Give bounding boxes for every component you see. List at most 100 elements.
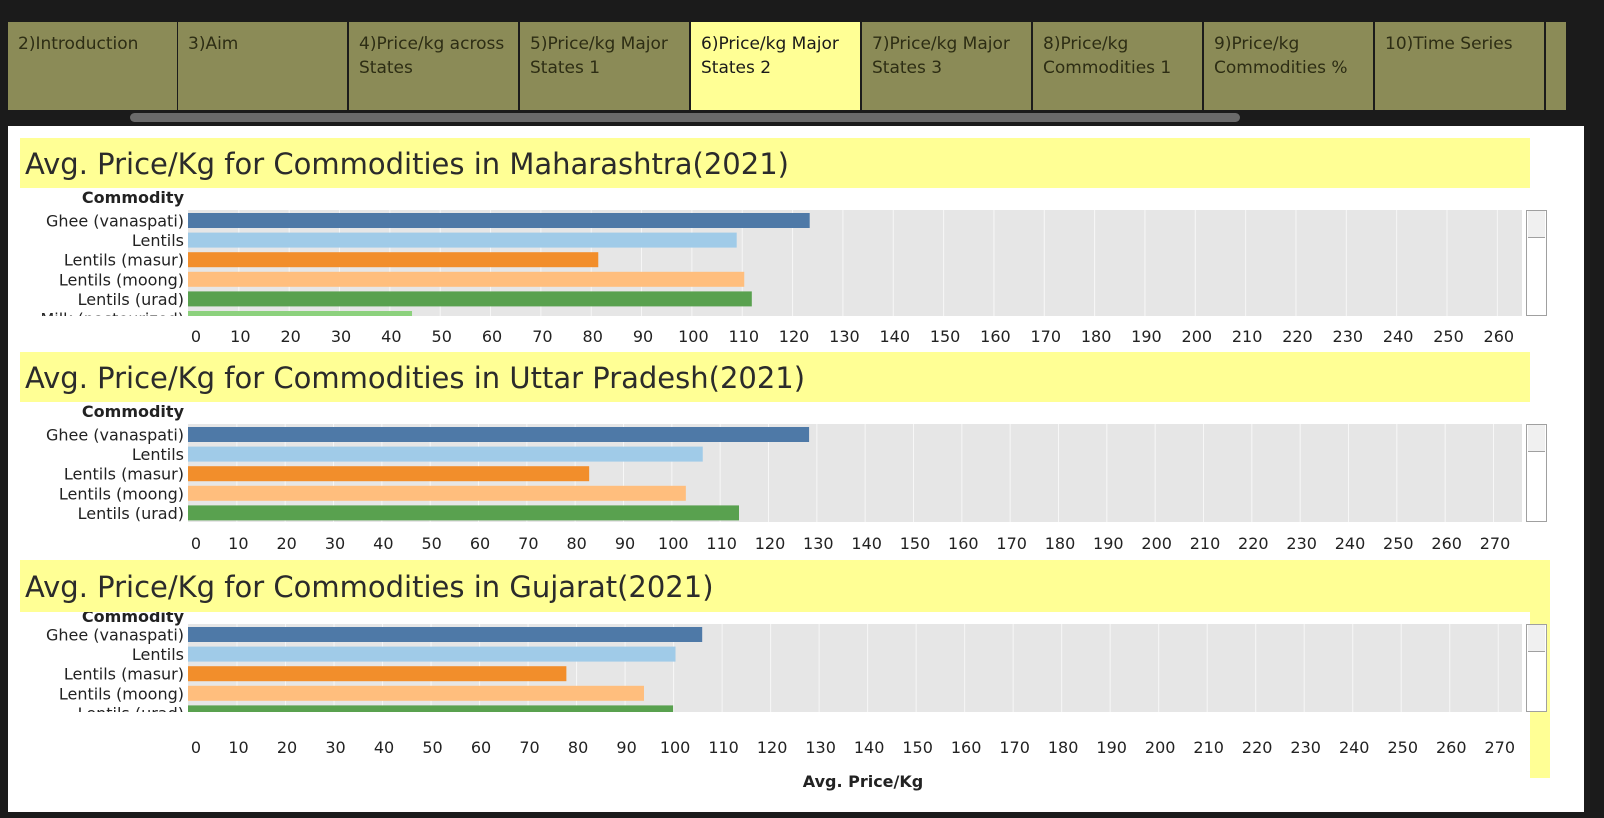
category-label: Lentils: [132, 645, 184, 664]
x-tick-label: 50: [421, 534, 441, 553]
x-tick-label: 0: [191, 738, 201, 757]
x-tick-label: 70: [532, 327, 552, 346]
chart-2-vertical-scrollbar[interactable]: [1526, 424, 1547, 522]
x-tick-label: 70: [519, 738, 539, 757]
x-tick-label: 90: [615, 534, 635, 553]
x-tick-label: 140: [851, 534, 882, 553]
x-tick-label: 10: [228, 534, 248, 553]
x-tick-label: 110: [708, 738, 739, 757]
chart-3-vertical-scrollbar[interactable]: [1526, 624, 1547, 712]
x-tick-label: 20: [280, 327, 300, 346]
bar[interactable]: [188, 311, 413, 326]
x-tick-label: 20: [277, 738, 297, 757]
x-tick-label: 140: [854, 738, 885, 757]
x-tick-label: 30: [325, 534, 345, 553]
bar[interactable]: [188, 505, 739, 521]
category-label: Milk (pasteurized): [40, 310, 184, 329]
bar[interactable]: [188, 485, 686, 501]
x-tick-label: 100: [658, 534, 689, 553]
bar[interactable]: [188, 685, 644, 701]
x-tick-label: 40: [381, 327, 401, 346]
category-label: Lentils (masur): [64, 665, 184, 684]
category-label: Lentils (urad): [78, 704, 184, 723]
tab-overflow-edge[interactable]: [1546, 22, 1566, 110]
tab-major-states-1[interactable]: 5)Price/kg Major States 1: [520, 22, 689, 110]
category-header: Commodity: [82, 188, 185, 207]
x-tick-label: 100: [660, 738, 691, 757]
x-tick-label: 160: [980, 327, 1011, 346]
x-tick-label: 220: [1242, 738, 1273, 757]
category-label: Lentils (moong): [59, 270, 184, 289]
tab-major-states-3[interactable]: 7)Price/kg Major States 3: [862, 22, 1031, 110]
x-tick-label: 230: [1286, 534, 1317, 553]
scrollbar-thumb[interactable]: [1528, 211, 1545, 238]
category-header: Commodity: [82, 612, 185, 626]
x-tick-label: 110: [706, 534, 737, 553]
tab-commodities-1[interactable]: 8)Price/kg Commodities 1: [1033, 22, 1202, 110]
x-tick-label: 260: [1431, 534, 1462, 553]
tab-price-across-states[interactable]: 4)Price/kg across States: [349, 22, 518, 110]
dashboard-content: Avg. Price/Kg for Commodities in Maharas…: [8, 126, 1584, 812]
x-tick-label: 260: [1436, 738, 1467, 757]
x-tick-label: 10: [230, 327, 250, 346]
category-label: Ghee (vanaspati): [46, 626, 184, 645]
chart-title-maharashtra: Avg. Price/Kg for Commodities in Maharas…: [25, 147, 789, 181]
x-tick-label: 150: [902, 738, 933, 757]
x-tick-label: 80: [568, 738, 588, 757]
tab-time-series[interactable]: 10)Time Series: [1375, 22, 1544, 110]
bar[interactable]: [188, 446, 703, 462]
chart-title-gujarat: Avg. Price/Kg for Commodities in Gujarat…: [25, 570, 714, 604]
x-tick-label: 230: [1333, 327, 1364, 346]
x-tick-label: 240: [1339, 738, 1370, 757]
x-tick-label: 170: [999, 738, 1030, 757]
x-tick-label: 70: [518, 534, 538, 553]
x-tick-label: 210: [1193, 738, 1224, 757]
tab-scrollbar[interactable]: [130, 113, 1240, 122]
x-tick-label: 130: [805, 738, 836, 757]
bar[interactable]: [188, 427, 810, 442]
x-tick-label: 240: [1335, 534, 1366, 553]
bar[interactable]: [188, 252, 599, 268]
bar[interactable]: [188, 627, 703, 642]
tab-introduction[interactable]: 2)Introduction: [8, 22, 177, 110]
tab-commodities-percent[interactable]: 9)Price/kg Commodities %: [1204, 22, 1373, 110]
x-tick-label: 190: [1131, 327, 1162, 346]
x-tick-label: 270: [1484, 738, 1515, 757]
x-tick-label: 210: [1232, 327, 1263, 346]
x-tick-label: 180: [1048, 738, 1079, 757]
bar[interactable]: [188, 466, 590, 482]
x-tick-label: 100: [678, 327, 709, 346]
x-tick-label: 190: [1093, 534, 1124, 553]
tab-aim[interactable]: 3)Aim: [178, 22, 347, 110]
bar[interactable]: [188, 271, 745, 287]
bar[interactable]: [188, 646, 676, 662]
bar[interactable]: [188, 232, 737, 248]
bar[interactable]: [188, 705, 674, 720]
category-label: Lentils (urad): [78, 290, 184, 309]
x-tick-label: 220: [1282, 327, 1313, 346]
category-label: Lentils: [132, 445, 184, 464]
bar[interactable]: [188, 213, 810, 228]
scrollbar-thumb[interactable]: [1528, 625, 1545, 652]
chart-1-vertical-scrollbar[interactable]: [1526, 210, 1547, 316]
bar[interactable]: [188, 291, 752, 307]
x-tick-label: 240: [1383, 327, 1414, 346]
x-tick-label: 180: [1081, 327, 1112, 346]
scrollbar-thumb[interactable]: [1528, 425, 1545, 452]
x-axis-label: Avg. Price/Kg: [803, 772, 923, 791]
x-tick-label: 60: [470, 534, 490, 553]
x-tick-label: 120: [779, 327, 810, 346]
x-tick-label: 110: [728, 327, 759, 346]
x-tick-label: 150: [900, 534, 931, 553]
category-label: Lentils (moong): [59, 484, 184, 503]
tab-bar: 2)Introduction 3)Aim 4)Price/kg across S…: [0, 0, 1604, 126]
x-tick-label: 170: [1031, 327, 1062, 346]
tab-major-states-2[interactable]: 6)Price/kg Major States 2: [691, 22, 860, 110]
bar[interactable]: [188, 666, 567, 682]
chart-title-band-2: Avg. Price/Kg for Commodities in Uttar P…: [20, 352, 1530, 402]
x-tick-label: 130: [803, 534, 834, 553]
category-label: Lentils (masur): [64, 251, 184, 270]
x-tick-label: 180: [1045, 534, 1076, 553]
